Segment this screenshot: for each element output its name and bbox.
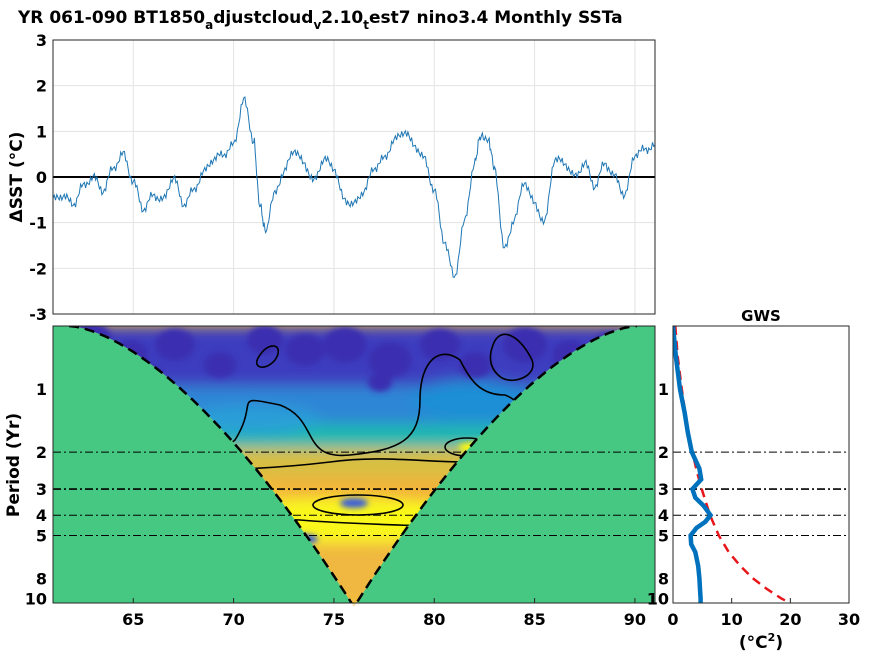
gws-x-axis-label: (°C2) [739,631,783,653]
wavelet-low-power-spot [368,372,392,392]
wavelet-x-tick-label: 90 [624,610,646,629]
wavelet-y-tick-label: 4 [36,506,47,525]
wavelet-x-tick-labels: 65 70 75 80 85 90 [122,598,646,629]
sst-y-tick-labels: -3 -2 -1 0 1 2 3 [29,31,47,324]
wavelet-low-power-spot [285,334,325,366]
cone-of-influence [68,326,638,603]
gws-y-tick-label: 1 [658,380,669,399]
sst-y-tick-label: 0 [36,168,47,187]
gws-y-tick-label: 3 [658,480,669,499]
wavelet-low-power-spot [420,329,460,361]
wavelet-y-tick-labels: 1 2 3 45 8 10 [25,380,47,608]
wavelet-y-tick-label: 1 [36,380,47,399]
wavelet-power-spot [340,498,368,509]
wavelet-low-power-spot [459,352,491,378]
wavelet-x-tick-label: 85 [523,610,545,629]
sst-y-axis-label: ΔSST (°C) [7,132,27,223]
sst-y-tick-label: 2 [36,77,47,96]
wavelet-reference-period-lines [53,451,655,536]
sst-timeseries-panel: -3 -2 -1 0 1 2 3 ΔSST (°C) [7,31,656,324]
gws-y-tick-label: 10 [647,590,669,609]
wavelet-x-tick-label: 70 [222,610,244,629]
gws-y-tick-labels: 1 2 3 45 8 10 [647,380,669,608]
sst-plot-frame [52,39,656,315]
gws-x-tick-label: 30 [838,610,860,629]
wavelet-y-tick-label: 5 [36,526,47,545]
gws-x-tick-label: 20 [779,610,801,629]
sst-y-tick-label: -2 [29,259,47,278]
wavelet-y-axis-label: Period (Yr) [4,413,24,517]
gws-y-tick-label: 5 [658,526,669,545]
gws-title: GWS [741,307,781,325]
wavelet-low-power-spot [503,327,547,363]
wavelet-plot-frame [52,325,656,604]
gws-plot-area [673,326,849,603]
wavelet-power-panel: 1 2 3 45 8 10 65 70 75 80 85 90 Period (Yr) [4,325,656,629]
gws-x-tick-label: 10 [721,610,743,629]
wavelet-low-power-spot [368,342,412,378]
sst-series-line [53,96,655,278]
wavelet-low-power-spot [155,329,195,361]
gws-plot-frame [672,325,850,604]
wavelet-y-tick-label: 10 [25,590,47,609]
wavelet-low-power-spot [204,352,236,378]
gws-x-tick-label: 0 [667,610,678,629]
wavelet-y-tick-label: 8 [36,569,47,588]
sst-y-tick-label: -3 [29,305,47,324]
wavelet-x-tick-label: 65 [122,610,144,629]
gws-x-tick-labels: 0 10 20 30 [667,598,860,629]
wavelet-low-power-spot [247,326,283,355]
wavelet-x-tick-label: 75 [323,610,345,629]
wavelet-x-tick-label: 80 [423,610,445,629]
wavelet-y-tick-label: 3 [36,480,47,499]
gws-power-curve [673,326,714,603]
gws-reference-period-lines [673,451,849,536]
gws-y-tick-label: 8 [658,569,669,588]
gws-y-tick-label: 4 [658,506,669,525]
wavelet-y-tick-label: 2 [36,443,47,462]
sst-y-tick-label: 1 [36,122,47,141]
sst-y-tick-label: -1 [29,214,47,233]
wavelet-low-power-spot [323,327,367,363]
figure-title: YR 061-090 BT1850adjustcloudv2.10test7 n… [17,8,623,32]
gws-y-tick-label: 2 [658,443,669,462]
sst-y-tick-label: 3 [36,31,47,50]
